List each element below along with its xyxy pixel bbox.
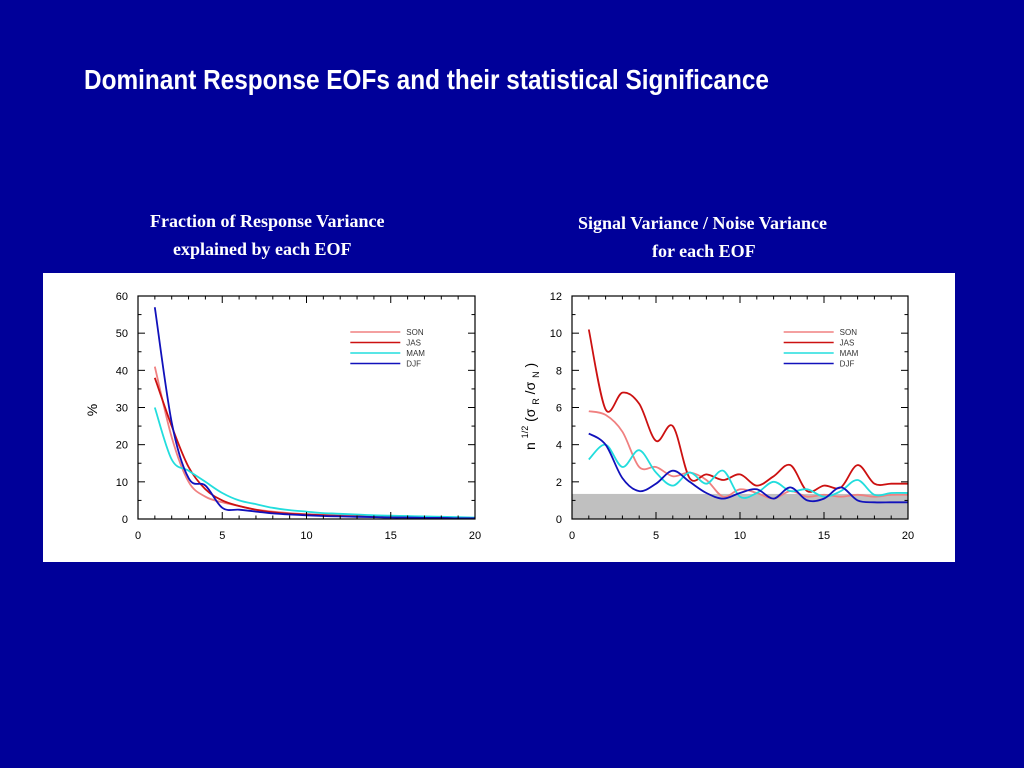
legend-label-son: SON (406, 328, 424, 337)
right-ylabel-sub-r: R (531, 398, 541, 405)
left-plot-frame (137, 295, 476, 520)
series-line-son (588, 410, 909, 500)
x-tick-label: 0 (135, 530, 141, 542)
x-tick-label: 20 (902, 530, 914, 542)
y-tick-label: 60 (116, 291, 128, 303)
legend-label-jas: JAS (840, 339, 855, 348)
y-tick-label: 6 (556, 403, 562, 415)
y-tick-label: 10 (116, 477, 128, 489)
x-tick-label: 15 (385, 530, 397, 542)
right-ylabel-paren: (σ (522, 408, 538, 422)
series-line-son (153, 366, 476, 520)
x-tick-label: 10 (300, 530, 312, 542)
legend-label-djf: DJF (840, 360, 855, 369)
y-tick-label: 4 (556, 440, 562, 452)
y-tick-label: 40 (116, 365, 128, 377)
y-tick-label: 10 (550, 328, 562, 340)
y-tick-label: 50 (116, 328, 128, 340)
series-line-jas (153, 377, 476, 520)
legend-label-mam: MAM (406, 349, 425, 358)
y-tick-label: 8 (556, 365, 562, 377)
right-plot-frame (571, 295, 909, 520)
y-tick-label: 2 (556, 477, 562, 489)
left-ylabel: % (84, 404, 100, 416)
legend-label-jas: JAS (406, 339, 421, 348)
series-line-mam (153, 407, 476, 519)
y-tick-label: 30 (116, 403, 128, 415)
left-caption-line1: Fraction of Response Variance (150, 211, 385, 231)
legend-label-mam: MAM (840, 349, 859, 358)
series-line-djf (588, 432, 908, 504)
x-tick-label: 0 (569, 530, 575, 542)
x-tick-label: 15 (818, 530, 830, 542)
right-ylabel-sub-n: N (531, 371, 541, 378)
y-tick-label: 0 (556, 514, 562, 526)
series-line-jas (587, 329, 908, 493)
y-tick-label: 20 (116, 440, 128, 452)
series-line-djf (153, 307, 475, 520)
left-caption-line2: explained by each EOF (173, 239, 352, 259)
legend-label-son: SON (840, 328, 858, 337)
x-tick-label: 5 (653, 530, 659, 542)
legend-label-djf: DJF (406, 360, 421, 369)
y-tick-label: 12 (550, 291, 562, 303)
right-caption-line1: Signal Variance / Noise Variance (578, 213, 828, 233)
right-ylabel-sup: 1/2 (520, 426, 530, 439)
right-ylabel: n 1/2 (σ R /σ N ) (515, 363, 542, 450)
right-caption-line2: for each EOF (652, 241, 756, 261)
x-tick-label: 10 (734, 530, 746, 542)
series-line-mam (588, 443, 909, 499)
y-tick-label: 0 (122, 514, 128, 526)
right-ylabel-n: n (522, 442, 538, 450)
x-tick-label: 5 (219, 530, 225, 542)
x-tick-label: 20 (469, 530, 481, 542)
right-ylabel-mid: /σ (522, 381, 538, 394)
right-ylabel-close: ) (522, 363, 538, 368)
slide-title: Dominant Response EOFs and their statist… (84, 64, 769, 95)
